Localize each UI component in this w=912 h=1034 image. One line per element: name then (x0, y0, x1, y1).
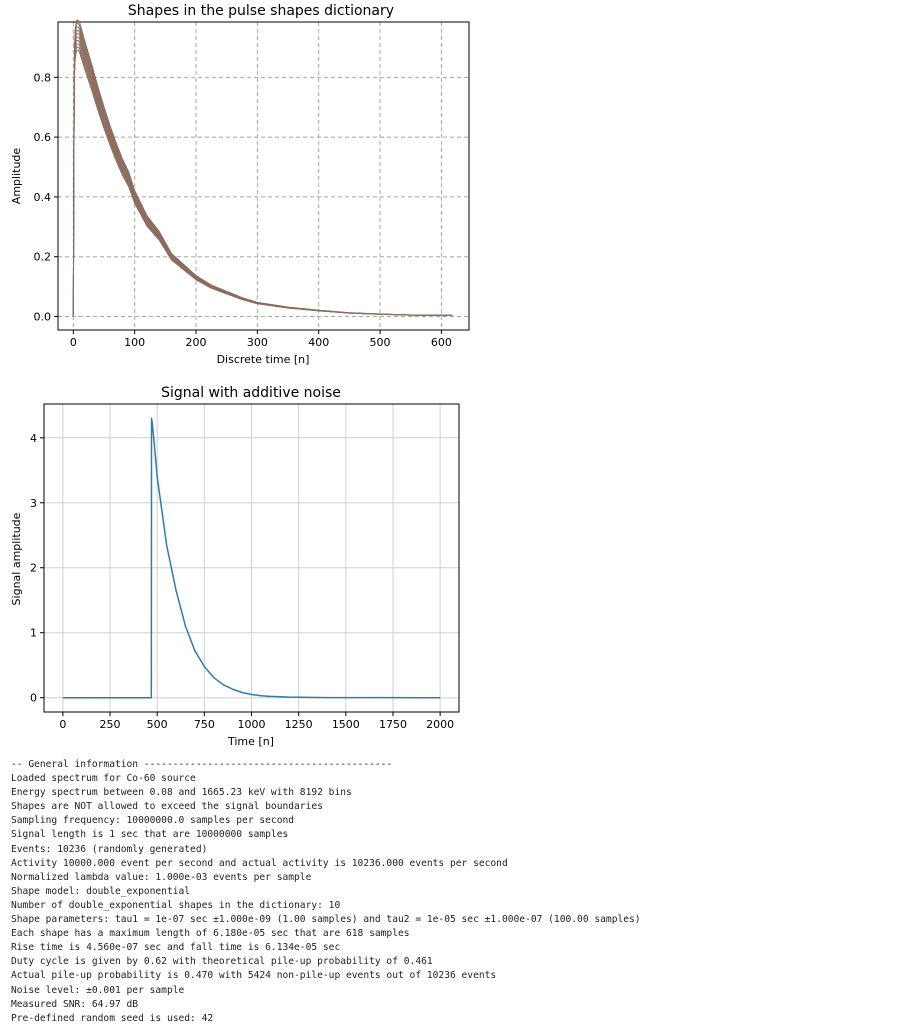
console-line: Shape model: double_exponential (11, 885, 191, 897)
chart-title: Signal with additive noise (161, 385, 341, 401)
series-line (72, 26, 453, 317)
x-tick-label: 600 (431, 336, 452, 349)
x-tick-label: 1500 (332, 718, 360, 731)
x-axis-label: Time [n] (227, 735, 274, 748)
console-line: Shape parameters: tau1 = 1e-07 sec ±1.00… (11, 914, 641, 926)
console-line: Normalized lambda value: 1.000e-03 event… (11, 871, 312, 883)
y-tick-label: 0.0 (34, 311, 52, 324)
console-line: Loaded spectrum for Co-60 source (11, 773, 196, 785)
console-line: -- General information -----------------… (11, 759, 393, 770)
x-tick-label: 2000 (426, 718, 454, 731)
y-tick-label: 1 (30, 627, 37, 640)
y-tick-label: 0.6 (34, 131, 52, 144)
x-tick-label: 300 (247, 336, 268, 349)
console-line: Pre-defined random seed is used: 42 (11, 1012, 214, 1024)
y-tick-label: 0.4 (34, 191, 52, 204)
x-tick-label: 400 (308, 336, 329, 349)
x-tick-label: 0 (59, 718, 66, 731)
series-line (72, 19, 453, 317)
series-line (62, 417, 441, 699)
series-line (72, 50, 453, 317)
x-tick-label: 1000 (238, 718, 266, 731)
y-tick-label: 3 (30, 497, 37, 510)
y-tick-label: 0.8 (34, 71, 52, 84)
x-tick-label: 500 (370, 336, 391, 349)
console-line: Actual pile-up probability is 0.470 with… (11, 970, 497, 982)
console-line: Shapes are NOT allowed to exceed the sig… (11, 801, 323, 813)
console-output: -- General information -----------------… (11, 758, 641, 1026)
console-line: Events: 10236 (randomly generated) (11, 843, 208, 855)
console-line: Measured SNR: 64.97 dB (11, 998, 139, 1010)
y-tick-label: 0.2 (34, 251, 52, 264)
console-line: Signal length is 1 sec that are 10000000… (11, 829, 289, 841)
console-line: Duty cycle is given by 0.62 with theoret… (11, 956, 433, 968)
y-axis-label: Signal amplitude (10, 512, 23, 605)
x-tick-label: 1250 (285, 718, 313, 731)
console-line: Rise time is 4.560e-07 sec and fall time… (11, 942, 341, 954)
y-axis-label: Amplitude (10, 148, 23, 205)
x-tick-label: 500 (147, 718, 168, 731)
chart-title: Shapes in the pulse shapes dictionary (128, 3, 394, 19)
console-line: Number of double_exponential shapes in t… (11, 899, 341, 911)
plot-frame (57, 21, 470, 331)
pulse-shapes-chart: Shapes in the pulse shapes dictionary 0 1… (10, 3, 470, 366)
x-tick-label: 750 (194, 718, 215, 731)
y-tick-label: 0 (30, 692, 37, 705)
y-tick-label: 4 (30, 432, 37, 445)
x-tick-label: 200 (186, 336, 207, 349)
x-tick-label: 100 (124, 336, 145, 349)
x-axis-label: Discrete time [n] (217, 353, 310, 366)
console-line: Noise level: ±0.001 per sample (11, 984, 185, 996)
console-line: Each shape has a maximum length of 6.180… (11, 928, 410, 940)
console-line: Sampling frequency: 10000000.0 samples p… (11, 815, 295, 827)
series-line (72, 23, 453, 317)
noisy-signal-chart: Signal with additive noise 0 250 500 750 100… (10, 385, 460, 748)
x-tick-label: 1750 (379, 718, 407, 731)
y-tick-label: 2 (30, 562, 37, 575)
x-tick-label: 250 (100, 718, 121, 731)
series-line (72, 29, 453, 317)
console-line: Energy spectrum between 0.08 and 1665.23… (11, 787, 352, 799)
x-tick-label: 0 (70, 336, 77, 349)
console-line: Activity 10000.000 event per second and … (11, 857, 508, 869)
